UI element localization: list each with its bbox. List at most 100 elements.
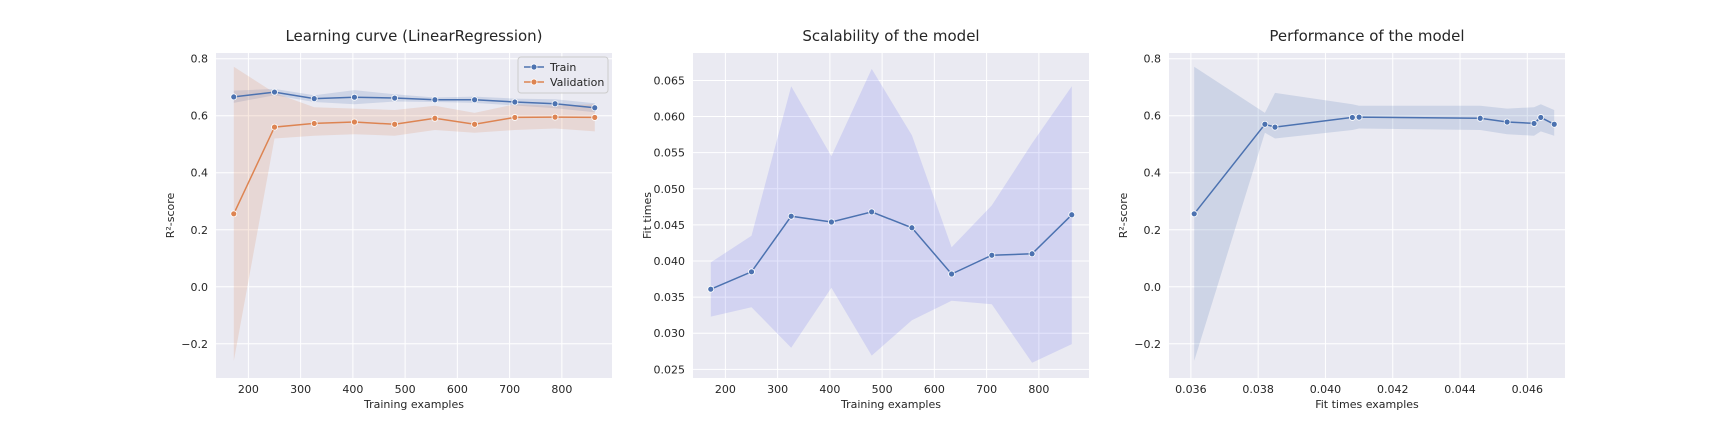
y-tick-label: 0.0 bbox=[1144, 281, 1162, 294]
confidence-band-series bbox=[710, 68, 1072, 363]
chart-panel-2: 200 300 400 500 600 700 800 0.025 0.030 0.035 0.04… bbox=[641, 27, 1089, 411]
data-point-series bbox=[1530, 120, 1538, 127]
data-point-series bbox=[828, 218, 835, 226]
data-point-validation bbox=[310, 120, 318, 127]
y-axis-label: R²-score bbox=[164, 192, 177, 238]
data-point-validation bbox=[591, 114, 599, 121]
data-point-validation bbox=[551, 113, 559, 121]
data-point-series bbox=[787, 212, 795, 220]
chart-panel-3: 0.036 0.038 0.040 0.042 0.044 0.046 −0.2 0.0 0.2… bbox=[1117, 27, 1565, 411]
x-tick-label: 800 bbox=[1028, 383, 1049, 396]
data-point-train bbox=[551, 100, 559, 108]
data-point-validation bbox=[511, 114, 519, 121]
y-tick-label: 0.035 bbox=[654, 291, 686, 304]
data-point-validation bbox=[230, 210, 238, 218]
chart-title: Scalability of the model bbox=[802, 27, 979, 45]
y-tick-label: 0.8 bbox=[191, 53, 209, 66]
data-point-series bbox=[1190, 210, 1198, 218]
chart-title: Learning curve (LinearRegression) bbox=[285, 27, 542, 45]
confidence-band-series bbox=[1194, 66, 1555, 361]
y-tick-label: 0.025 bbox=[654, 363, 686, 376]
legend-item-train: Train bbox=[524, 61, 576, 74]
data-point-series bbox=[868, 208, 876, 216]
chart-title: Performance of the model bbox=[1269, 27, 1464, 45]
y-tick-label: 0.060 bbox=[654, 111, 686, 124]
y-axis-label: R²-score bbox=[1117, 192, 1130, 238]
legend-marker bbox=[530, 63, 538, 71]
x-tick-label: 600 bbox=[447, 383, 468, 396]
data-point-series bbox=[948, 270, 956, 278]
data-point-train bbox=[310, 95, 318, 103]
x-axis-label: Training examples bbox=[840, 398, 941, 411]
data-point-series bbox=[707, 285, 715, 293]
data-point-series bbox=[1068, 211, 1076, 219]
data-point-validation bbox=[431, 114, 439, 122]
data-point-series bbox=[1503, 118, 1511, 126]
series-line-validation bbox=[233, 116, 595, 215]
legend-box bbox=[517, 56, 609, 94]
legend-label: Train bbox=[549, 61, 576, 74]
plot-background bbox=[693, 53, 1089, 378]
y-tick-label: 0.045 bbox=[654, 219, 686, 232]
x-tick-label: 0.042 bbox=[1377, 383, 1409, 396]
x-tick-label: 500 bbox=[872, 383, 893, 396]
data-point-series bbox=[1028, 250, 1036, 258]
x-tick-label: 700 bbox=[499, 383, 520, 396]
y-tick-label: 0.2 bbox=[191, 224, 209, 237]
y-tick-label: 0.050 bbox=[654, 183, 686, 196]
series-line-series bbox=[710, 211, 1073, 290]
x-tick-label: 0.046 bbox=[1512, 383, 1544, 396]
plot-area bbox=[707, 68, 1076, 363]
y-tick-label: 0.8 bbox=[1144, 53, 1162, 66]
data-point-train bbox=[391, 94, 399, 102]
series-line-train bbox=[233, 91, 595, 109]
legend-marker bbox=[530, 78, 538, 86]
x-tick-label: 500 bbox=[395, 383, 416, 396]
data-point-series bbox=[988, 251, 996, 259]
y-tick-label: 0.040 bbox=[654, 255, 686, 268]
x-axis-label: Fit times examples bbox=[1315, 398, 1419, 411]
legend-label: Validation bbox=[550, 76, 604, 89]
y-tick-label: −0.2 bbox=[181, 338, 208, 351]
x-tick-label: 800 bbox=[551, 383, 572, 396]
x-tick-label: 200 bbox=[238, 383, 259, 396]
data-point-train bbox=[471, 96, 479, 104]
data-point-validation bbox=[351, 118, 358, 126]
data-point-series bbox=[1261, 120, 1269, 128]
legend: Train Validation bbox=[517, 56, 609, 94]
data-point-series bbox=[1550, 120, 1558, 128]
y-tick-label: 0.2 bbox=[1144, 224, 1162, 237]
data-point-train bbox=[591, 104, 599, 112]
plot-background bbox=[1169, 53, 1565, 378]
data-point-train bbox=[431, 96, 439, 104]
x-tick-label: 300 bbox=[767, 383, 788, 396]
y-tick-label: 0.4 bbox=[1144, 167, 1162, 180]
x-axis-label: Training examples bbox=[363, 398, 464, 411]
data-point-validation bbox=[271, 123, 278, 131]
confidence-band-validation bbox=[233, 66, 595, 361]
data-point-series bbox=[1348, 114, 1356, 121]
data-point-train bbox=[351, 93, 358, 101]
x-tick-label: 0.036 bbox=[1175, 383, 1207, 396]
data-point-series bbox=[1355, 113, 1363, 121]
legend-item-validation: Validation bbox=[524, 76, 604, 89]
y-axis-label: Fit times bbox=[641, 192, 654, 239]
data-point-train bbox=[511, 98, 519, 106]
y-tick-label: 0.6 bbox=[1144, 110, 1162, 123]
x-tick-label: 700 bbox=[976, 383, 997, 396]
y-tick-label: 0.055 bbox=[654, 147, 686, 160]
y-tick-label: 0.030 bbox=[654, 327, 686, 340]
data-point-series bbox=[908, 224, 916, 232]
data-point-series bbox=[1271, 123, 1279, 131]
data-point-validation bbox=[391, 120, 399, 128]
series-line-series bbox=[1193, 116, 1555, 215]
plot-area bbox=[1190, 66, 1558, 361]
chart-panel-1: 200 300 400 500 600 700 800 −0.2 0.0 0.2 0.4 0.6 0.8… bbox=[164, 27, 612, 411]
x-tick-label: 200 bbox=[715, 383, 736, 396]
y-tick-label: 0.4 bbox=[191, 167, 209, 180]
plot-background bbox=[216, 53, 612, 378]
y-tick-label: 0.0 bbox=[191, 281, 209, 294]
x-tick-label: 400 bbox=[819, 383, 840, 396]
data-point-series bbox=[748, 268, 755, 276]
